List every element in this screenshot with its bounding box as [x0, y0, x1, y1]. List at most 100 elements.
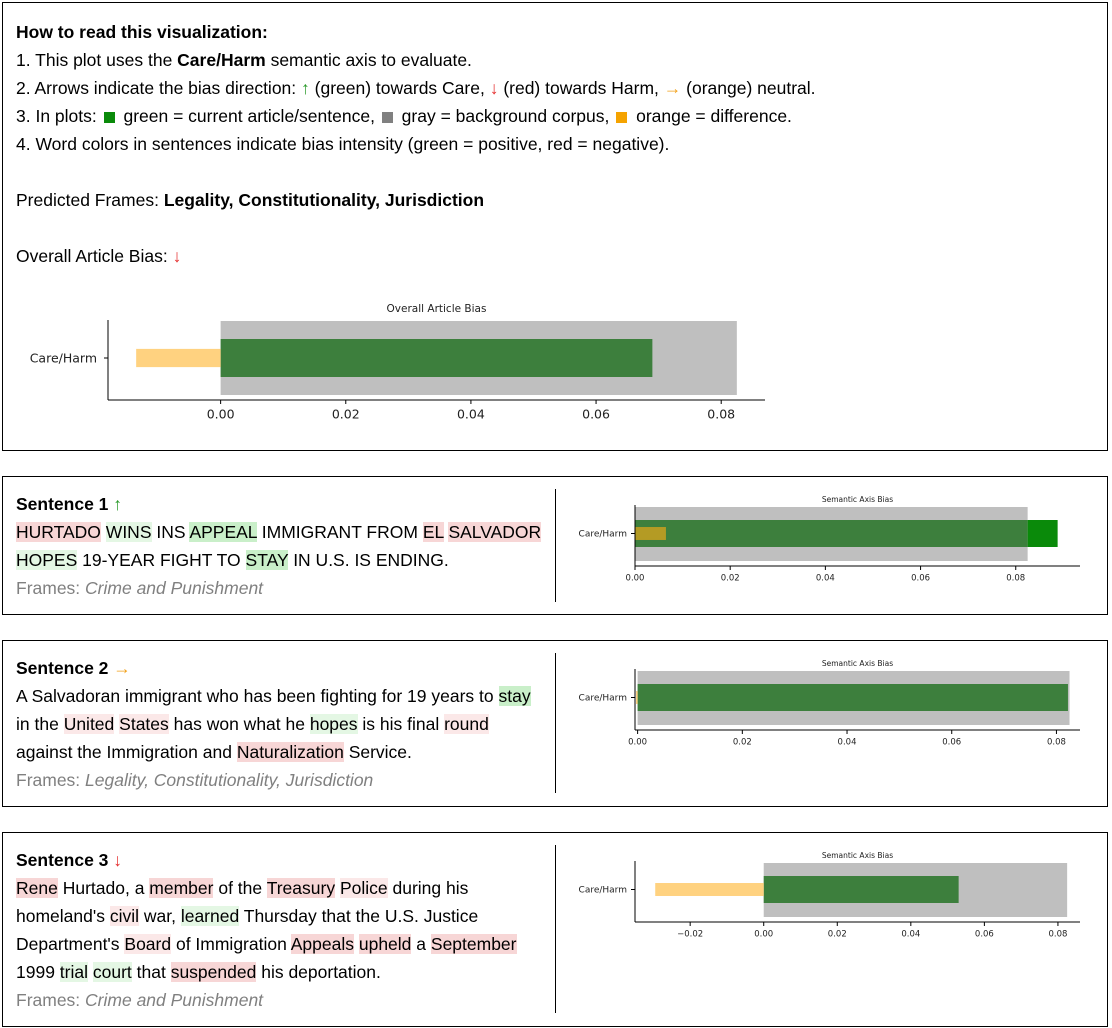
sentence-fragment: Department's — [16, 934, 125, 954]
category-label: Care/Harm — [579, 886, 627, 896]
how-to-read-panel: How to read this visualization: 1. This … — [2, 2, 1108, 451]
category-label: Care/Harm — [30, 350, 97, 365]
line1-axis-name: Care/Harm — [177, 50, 266, 70]
sentence-fragment: in the — [16, 714, 64, 734]
sentence-frames: Frames: Legality, Constitutionality, Jur… — [16, 766, 551, 794]
highlighted-word: APPEAL — [189, 522, 257, 542]
line2-text: 2. Arrows indicate the bias direction: — [16, 78, 302, 98]
highlighted-word: Treasury — [266, 878, 336, 898]
highlighted-word: Board — [124, 934, 172, 954]
sentence-fragment: Service. — [343, 742, 412, 762]
highlighted-word: States — [119, 714, 169, 734]
sentence-fragment: is his final — [357, 714, 445, 734]
x-tick-label: 0.06 — [911, 574, 930, 584]
sentence-title: Sentence 2 → — [16, 654, 551, 682]
line3-text: 3. In plots: — [16, 106, 102, 126]
overall-bias: Overall Article Bias: ↓ — [16, 246, 181, 266]
overall-bias-chart: Overall Article Bias Care/Harm 0.00 0.02 0.0… — [30, 303, 765, 422]
x-tick-label: 0.06 — [975, 930, 994, 940]
panel-divider — [555, 489, 556, 602]
green-square-icon — [103, 112, 115, 123]
sentence-frames: Frames: Crime and Punishment — [16, 986, 551, 1014]
x-tick-label: 0.00 — [626, 574, 645, 584]
sentence-fragment: his deportation. — [256, 962, 381, 982]
highlighted-word: round — [444, 714, 489, 734]
x-tick-label: 0.02 — [733, 738, 752, 748]
panel-divider — [555, 653, 556, 793]
sentence-body: Rene Hurtado, a member of the Treasury P… — [16, 874, 551, 986]
highlighted-word: Appeals — [290, 934, 354, 954]
sentence-3-chart: Semantic Axis Bias Care/Harm −0.02 0.00 0.02… — [579, 851, 1080, 940]
x-tick-label: 0.08 — [1048, 930, 1067, 940]
sentence-fragment: 19-YEAR FIGHT TO — [77, 550, 246, 570]
x-tick-label: 0.04 — [838, 738, 857, 748]
panel-divider — [555, 845, 556, 1013]
sentence-title-text: Sentence 1 — [16, 494, 109, 514]
difference-bar — [636, 691, 638, 704]
highlighted-word: learned — [180, 906, 240, 926]
sentence-panel-2: Sentence 2 → A Salvadoran immigrant who h… — [2, 640, 1108, 807]
overall-bias-arrow-icon: ↓ — [172, 246, 182, 266]
highlighted-word: WINS — [105, 522, 152, 542]
sentence-body: HURTADO WINS INS APPEAL IMMIGRANT FROM E… — [16, 518, 551, 574]
sentence-title: Sentence 3 ↓ — [16, 846, 551, 874]
chart-title: Overall Article Bias — [387, 303, 487, 315]
arrow-up-icon: ↑ — [301, 78, 310, 98]
highlighted-word: United — [63, 714, 115, 734]
line3-orange-text: orange = difference. — [631, 106, 792, 126]
sentence-2-text: Sentence 2 → A Salvadoran immigrant who h… — [16, 654, 551, 794]
x-tick-label: 0.00 — [628, 738, 647, 748]
sentence-fragment: Hurtado, a — [57, 878, 150, 898]
current-bar-overflow — [1027, 520, 1058, 547]
highlighted-word: EL — [422, 522, 444, 542]
current-bar — [220, 339, 653, 377]
highlighted-word: September — [430, 934, 517, 954]
difference-bar — [655, 883, 764, 896]
highlighted-word: SALVADOR — [448, 522, 542, 542]
sentence-body: A Salvadoran immigrant who has been figh… — [16, 682, 551, 766]
sentence-fragment: of the — [213, 878, 267, 898]
bias-arrow-icon: ↑ — [108, 494, 123, 514]
frames-value: Crime and Punishment — [85, 990, 264, 1010]
x-tick-label: 0.04 — [901, 930, 920, 940]
current-bar — [635, 520, 1028, 547]
current-bar — [763, 876, 959, 903]
sentence-fragment: during his — [387, 878, 469, 898]
highlighted-word: Police — [339, 878, 388, 898]
chart-title: Semantic Axis Bias — [822, 659, 893, 668]
sentence-fragment: IN U.S. IS ENDING. — [288, 550, 449, 570]
sentence-2-chart: Semantic Axis Bias Care/Harm 0.00 0.02 0.04 0… — [579, 659, 1080, 748]
sentence-fragment: war, — [139, 906, 181, 926]
predicted-frames-value: Legality, Constitutionality, Jurisdictio… — [163, 190, 485, 210]
sentence-1-text: Sentence 1 ↑ HURTADO WINS INS APPEAL IMMI… — [16, 490, 551, 602]
line2-harm-text: (red) towards Harm, — [498, 78, 664, 98]
line3-gray-text: gray = background corpus, — [396, 106, 615, 126]
difference-bar — [136, 348, 221, 368]
how-to-title: How to read this visualization: — [16, 22, 268, 42]
highlighted-word: hopes — [309, 714, 358, 734]
x-tick-label: 0.06 — [582, 407, 610, 422]
sentence-panel-1: Sentence 1 ↑ HURTADO WINS INS APPEAL IMMI… — [2, 476, 1108, 615]
highlighted-word: stay — [498, 686, 531, 706]
frames-value: Crime and Punishment — [85, 578, 264, 598]
chart-title: Semantic Axis Bias — [822, 495, 893, 504]
instruction-line-2: 2. Arrows indicate the bias direction: ↑… — [16, 78, 816, 98]
arrow-right-icon: → — [663, 78, 682, 98]
sentence-title: Sentence 1 ↑ — [16, 490, 551, 518]
sentence-fragment: A Salvadoran immigrant who has been figh… — [16, 686, 499, 706]
sentence-frames: Frames: Crime and Punishment — [16, 574, 551, 602]
frames-label: Frames: — [16, 990, 86, 1010]
highlighted-word: court — [92, 962, 132, 982]
instruction-line-3: 3. In plots: green = current article/sen… — [16, 106, 792, 126]
highlighted-word: upheld — [358, 934, 412, 954]
highlighted-word: HOPES — [16, 550, 78, 570]
x-tick-label: 0.00 — [754, 930, 773, 940]
sentence-title-text: Sentence 3 — [16, 850, 109, 870]
predicted-frames: Predicted Frames: Legality, Constitution… — [16, 190, 484, 210]
gray-square-icon — [381, 112, 393, 123]
highlighted-word: HURTADO — [16, 522, 101, 542]
sentence-fragment: Thursday that the U.S. Justice — [239, 906, 479, 926]
highlighted-word: civil — [109, 906, 139, 926]
sentence-3-text: Sentence 3 ↓ Rene Hurtado, a member of th… — [16, 846, 551, 1014]
sentence-fragment: that — [131, 962, 171, 982]
